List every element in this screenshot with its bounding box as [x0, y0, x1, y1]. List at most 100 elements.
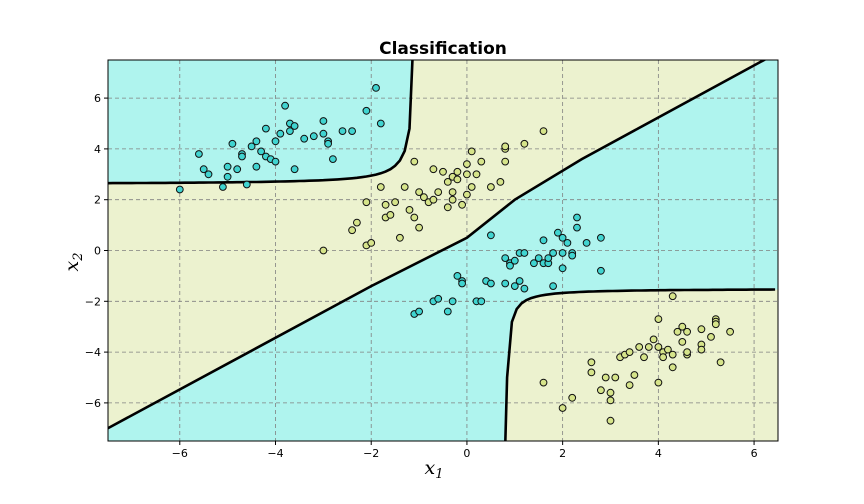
point-yellow — [520, 139, 529, 148]
y-tick-label: −4 — [85, 346, 101, 359]
point-yellow — [654, 315, 663, 324]
point-cyan — [458, 279, 467, 288]
point-cyan — [262, 124, 270, 133]
point-cyan — [223, 162, 232, 171]
point-cyan — [329, 155, 337, 164]
point-cyan — [448, 297, 457, 306]
point-yellow — [434, 188, 443, 197]
point-yellow — [683, 348, 691, 357]
point-cyan — [558, 233, 567, 242]
point-cyan — [238, 152, 246, 161]
point-yellow — [644, 343, 653, 351]
point-yellow — [448, 195, 457, 204]
decision-boundary-top-left — [108, 60, 414, 185]
point-yellow — [606, 416, 615, 425]
y-tick-label: 4 — [94, 143, 101, 156]
point-yellow — [443, 203, 452, 212]
point-yellow — [659, 353, 667, 362]
point-cyan — [487, 231, 495, 240]
point-yellow — [654, 343, 663, 351]
point-cyan — [271, 137, 280, 146]
point-cyan — [372, 84, 380, 92]
point-cyan — [573, 213, 581, 222]
x-tick-label: −6 — [172, 447, 188, 460]
point-yellow — [539, 378, 548, 387]
point-cyan — [271, 157, 280, 166]
point-cyan — [539, 236, 548, 245]
point-yellow — [381, 200, 390, 209]
decision-boundary-diagonal — [108, 60, 767, 430]
point-yellow — [630, 371, 639, 379]
point-yellow — [463, 190, 471, 199]
point-cyan — [219, 183, 227, 191]
point-cyan — [290, 165, 299, 174]
point-yellow — [716, 358, 725, 367]
point-cyan — [549, 282, 557, 291]
point-yellow — [429, 195, 438, 204]
point-yellow — [439, 167, 447, 176]
plot-area — [108, 60, 778, 441]
point-yellow — [635, 343, 644, 351]
point-cyan — [247, 142, 256, 151]
yellow-region — [108, 60, 778, 441]
point-yellow — [376, 183, 385, 191]
point-cyan — [195, 150, 203, 158]
point-yellow — [472, 170, 481, 179]
x-tick-label: −2 — [363, 447, 379, 460]
point-cyan — [520, 249, 529, 257]
point-yellow — [649, 335, 658, 344]
x-tick-label: −4 — [267, 447, 283, 460]
point-cyan — [300, 134, 309, 143]
point-yellow — [539, 127, 548, 136]
point-cyan — [501, 254, 510, 263]
point-yellow — [348, 226, 357, 235]
point-yellow — [726, 327, 734, 336]
point-cyan — [520, 284, 529, 293]
point-yellow — [673, 327, 682, 336]
point-cyan — [175, 185, 184, 194]
point-yellow — [410, 157, 419, 166]
point-yellow — [396, 233, 404, 242]
point-cyan — [319, 129, 328, 138]
point-cyan — [563, 239, 572, 247]
x-tick-label: 6 — [751, 447, 758, 460]
point-cyan — [223, 172, 232, 181]
point-yellow — [400, 183, 409, 191]
scatter-points — [175, 84, 734, 425]
point-yellow — [606, 396, 615, 405]
point-cyan — [252, 162, 261, 171]
point-yellow — [367, 239, 376, 247]
point-yellow — [697, 345, 706, 354]
point-yellow — [501, 142, 510, 151]
point-yellow — [353, 218, 361, 227]
point-yellow — [415, 188, 424, 197]
point-cyan — [415, 307, 424, 316]
point-yellow — [664, 345, 672, 354]
point-yellow — [448, 188, 457, 197]
point-yellow — [405, 206, 414, 214]
point-cyan — [276, 129, 285, 138]
point-cyan — [510, 282, 519, 291]
point-cyan — [558, 264, 567, 273]
point-cyan — [443, 307, 452, 316]
point-yellow — [410, 213, 419, 222]
point-yellow — [463, 170, 471, 179]
point-yellow — [654, 378, 663, 387]
point-yellow — [463, 160, 471, 169]
x-tick-label: 2 — [559, 447, 566, 460]
y-tick-label: −2 — [85, 295, 101, 308]
point-cyan — [319, 117, 328, 125]
chart-title: Classification — [379, 39, 507, 59]
point-yellow — [611, 373, 620, 382]
point-cyan — [501, 279, 510, 288]
point-cyan — [233, 165, 242, 174]
point-cyan — [281, 101, 290, 110]
point-cyan — [309, 132, 318, 141]
point-yellow — [496, 178, 505, 186]
point-cyan — [204, 170, 213, 179]
point-yellow — [391, 198, 400, 207]
point-cyan — [506, 261, 514, 270]
point-yellow — [668, 292, 677, 301]
point-yellow — [362, 198, 371, 207]
point-yellow — [453, 175, 462, 184]
